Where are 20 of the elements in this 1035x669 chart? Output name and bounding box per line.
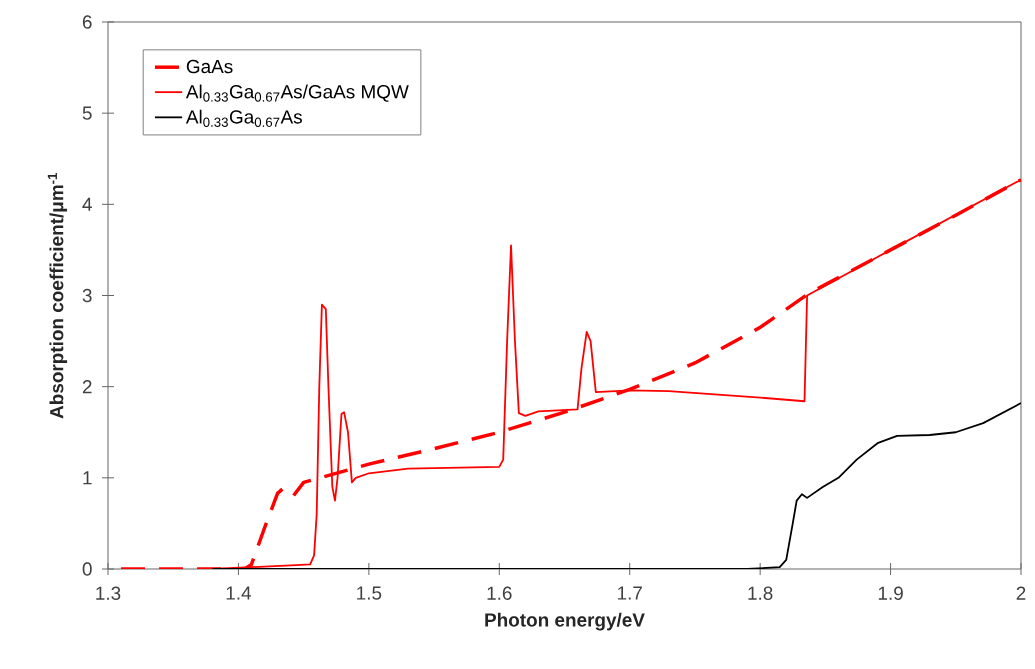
x-tick-label: 1.8: [748, 586, 773, 600]
y-tick-label: 2: [82, 380, 92, 394]
y-tick-label: 3: [82, 288, 92, 303]
x-tick-label: 2: [1016, 586, 1026, 600]
legend-label: Al$_{0.33}$Ga$_{0.67}$As: [185, 109, 302, 127]
y-tick-label: 5: [82, 106, 92, 120]
x-tick-label: 1.7: [618, 586, 642, 600]
y-tick-label: 4: [82, 197, 92, 211]
x-axis-title: Photon energy/eV: [485, 612, 645, 631]
x-tick-label: 1.5: [357, 586, 382, 600]
x-tick-label: 1.4: [226, 586, 252, 600]
y-tick-label: 1: [83, 471, 92, 485]
y-tick-label: 6: [82, 15, 92, 29]
y-tick-label: 0: [82, 562, 92, 576]
x-tick-label: 1.9: [878, 586, 903, 600]
y-axis-title: Absorption coefficient/μm$^{-1}$: [47, 172, 68, 419]
x-tick-label: 1.6: [487, 586, 512, 600]
legend-label: GaAs: [186, 59, 233, 74]
x-tick-label: 1.3: [96, 586, 121, 600]
legend-label: Al$_{0.33}$Ga$_{0.67}$As/GaAs MQW: [185, 84, 409, 102]
